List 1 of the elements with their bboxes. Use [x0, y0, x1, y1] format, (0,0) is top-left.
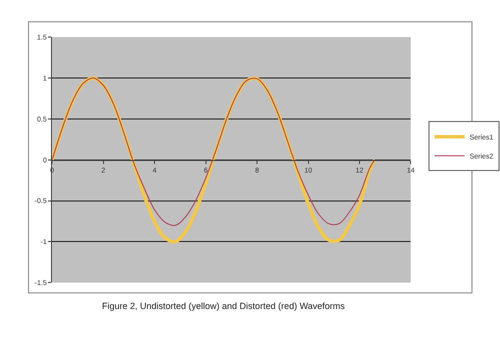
caption: Figure 2, Undistorted (yellow) and Distorted (red) Waveforms	[102, 301, 346, 311]
